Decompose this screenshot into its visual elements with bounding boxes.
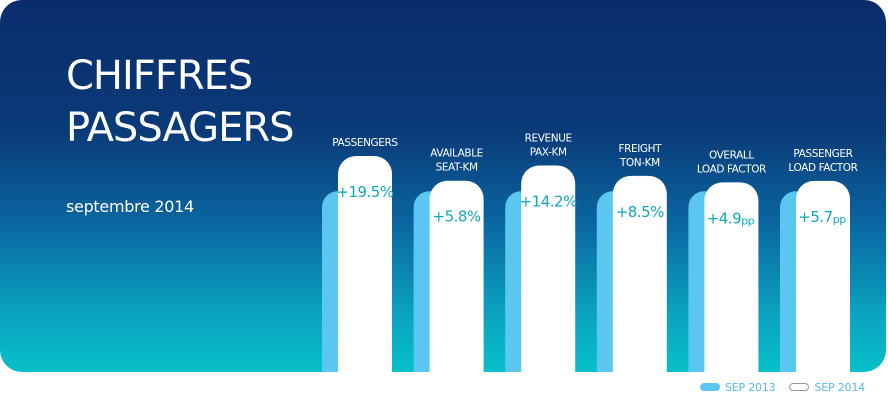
bar-sep-2014: [521, 165, 576, 372]
bar-group: +5.8% AVAILABLE SEAT-KM: [413, 148, 484, 372]
legend-label-sep-2013: SEP 2013: [725, 380, 776, 394]
chart-legend: SEP 2013 SEP 2014: [700, 378, 879, 396]
legend-swatch-sep-2013: [700, 383, 720, 391]
category-label: PASSENGERS: [332, 137, 398, 149]
bar-group: +14.2% REVENUE PAX-KM: [505, 133, 578, 372]
title-line-1: CHIFFRES: [66, 53, 253, 99]
legend-item-sep-2014: SEP 2014: [789, 380, 865, 394]
legend-item-sep-2013: SEP 2013: [700, 380, 776, 394]
change-label: +14.2%: [520, 193, 577, 211]
bar-group: +19.5% PASSENGERS: [322, 137, 399, 372]
category-label: FREIGHT TON-KM: [618, 143, 662, 169]
change-label: +5.8%: [433, 208, 481, 226]
title-line-2: PASSAGERS: [66, 105, 295, 151]
bar-group: +4.9pp OVERALL LOAD FACTOR: [688, 149, 766, 372]
bar-sep-2014: [704, 182, 759, 372]
change-label: +8.5%: [616, 203, 664, 221]
legend-swatch-sep-2014: [789, 383, 810, 391]
category-label: REVENUE PAX-KM: [525, 133, 572, 159]
change-label: +4.9pp: [707, 209, 755, 227]
legend-label-sep-2014: SEP 2014: [814, 380, 865, 394]
change-label: +19.5%: [336, 183, 393, 201]
category-label: PASSENGER LOAD FACTOR: [788, 148, 857, 174]
page-title: CHIFFRES PASSAGERS: [66, 50, 295, 154]
chart-subtitle: septembre 2014: [66, 197, 194, 216]
bar-sep-2014: [796, 180, 850, 372]
bar-sep-2014: [338, 155, 392, 372]
category-label: OVERALL LOAD FACTOR: [697, 149, 766, 175]
category-label: AVAILABLE SEAT-KM: [430, 148, 483, 174]
bar-group: +5.7pp PASSENGER LOAD FACTOR: [780, 148, 858, 372]
bar-group: +8.5% FREIGHT TON-KM: [596, 143, 667, 372]
bar-sep-2014: [429, 180, 484, 372]
change-label: +5.7pp: [798, 208, 846, 226]
bar-chart: +19.5% PASSENGERS +5.8% AVAILABLE SEAT-KM +14…: [322, 133, 858, 372]
bar-sep-2014: [612, 175, 667, 372]
